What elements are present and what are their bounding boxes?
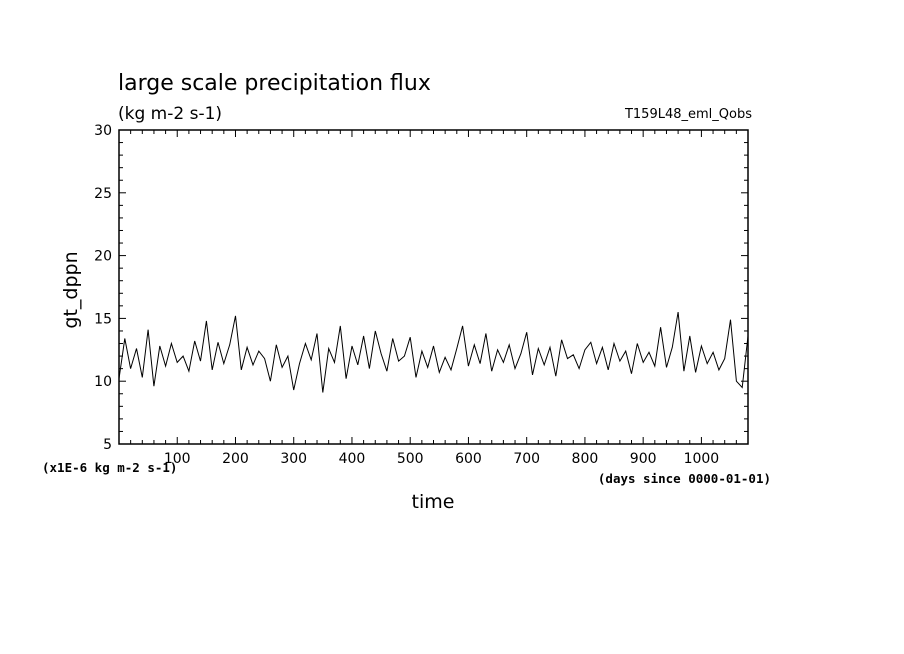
- plot-frame: [118, 129, 749, 445]
- x-tick-label: 300: [280, 451, 307, 467]
- axis-ticks: [119, 130, 748, 444]
- x-axis-label: time: [412, 491, 455, 513]
- y-tick-label: 25: [94, 186, 112, 202]
- x-tick-label: 200: [222, 451, 249, 467]
- x-tick-label: 600: [455, 451, 482, 467]
- x-tick-labels: 100 200 300 400 500 600 700 800 900 1000: [164, 451, 719, 467]
- y-tick-label: 5: [103, 437, 112, 453]
- y-tick-label: 15: [94, 311, 112, 327]
- x-tick-label: 100: [164, 451, 191, 467]
- chart-subtitle: (kg m-2 s-1): [118, 104, 222, 124]
- series-line: [118, 312, 749, 393]
- x-tick-label: 1000: [684, 451, 720, 467]
- x-tick-label: 500: [397, 451, 424, 467]
- x-tick-label: 700: [513, 451, 540, 467]
- x-tick-label: 800: [572, 451, 599, 467]
- chart-title: large scale precipitation flux: [118, 71, 431, 96]
- run-label: T159L48_eml_Qobs: [624, 107, 752, 122]
- y-tick-label: 20: [94, 249, 112, 265]
- y-tick-label: 30: [94, 123, 112, 139]
- x-tick-label: 900: [630, 451, 657, 467]
- x-unit-label: (days since 0000-01-01): [598, 471, 771, 486]
- y-axis-label: gt_dppn: [60, 251, 82, 328]
- y-tick-labels: 5 10 15 20 25 30: [94, 123, 112, 453]
- y-unit-label: (x1E-6 kg m-2 s-1): [42, 460, 177, 475]
- y-tick-label: 10: [94, 374, 112, 390]
- x-tick-label: 400: [339, 451, 366, 467]
